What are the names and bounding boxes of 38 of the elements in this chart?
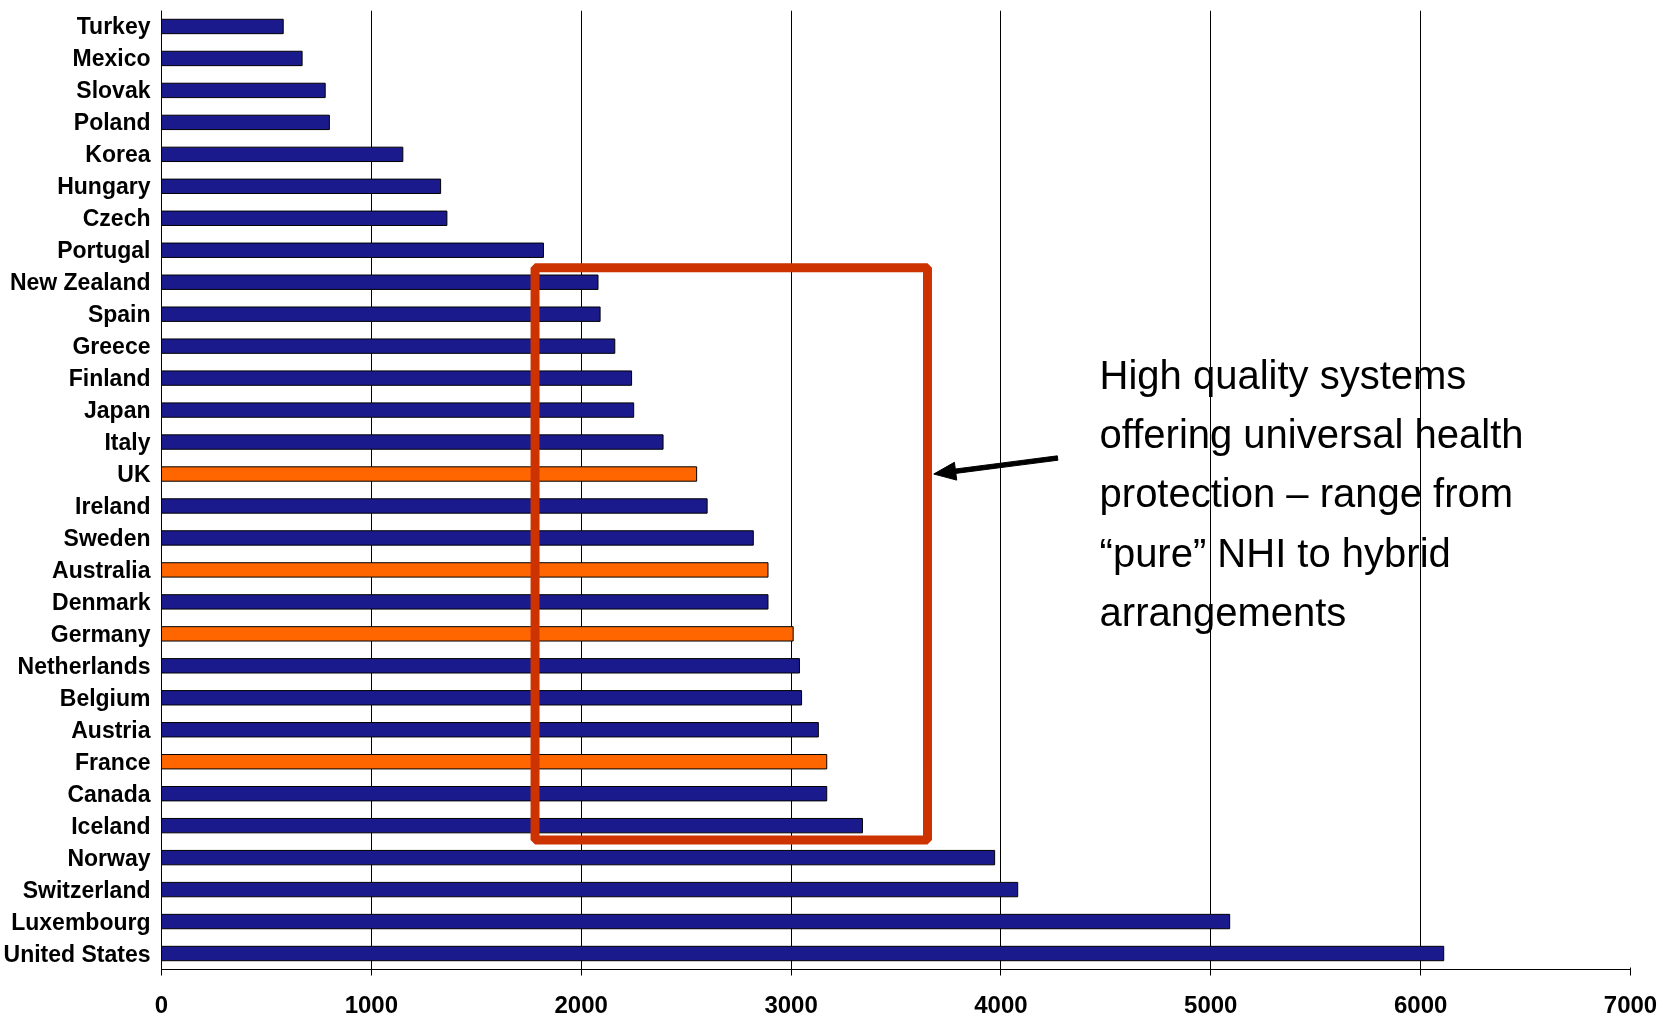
y-tick-label: Hungary [57,173,151,200]
y-tick-label: Switzerland [22,876,151,903]
y-tick-label: Italy [104,429,151,456]
y-tick-label: Korea [85,141,151,168]
y-tick-label: Luxembourg [11,908,151,935]
y-tick-label: Turkey [76,13,151,40]
y-tick-label: Czech [82,205,151,232]
x-tick-label: 5000 [1184,990,1238,1018]
y-tick-label: Germany [50,620,151,647]
y-tick-label: Slovak [76,77,151,104]
y-tick-label: Greece [72,333,151,360]
x-tick-label: 3000 [764,990,818,1018]
x-tick-label: 6000 [1393,990,1448,1018]
x-tick-label: 1000 [344,990,399,1018]
y-tick-label: France [75,748,151,775]
y-tick-label: Japan [84,397,151,424]
y-tick-label: Canada [67,780,151,807]
y-tick-label: Finland [68,365,151,392]
y-tick-label: Mexico [72,45,151,72]
y-tick-label: Denmark [52,588,151,615]
y-tick-label: Spain [87,301,151,328]
x-tick-label: 2000 [554,990,608,1018]
x-tick-label: 7000 [1603,990,1658,1018]
y-tick-label: Portugal [57,237,151,264]
x-tick-label: 4000 [974,990,1028,1018]
y-tick-label: UK [117,461,151,488]
x-tick-label: 0 [154,990,169,1018]
y-tick-label: Austria [71,716,151,743]
y-tick-label: New Zealand [9,269,151,296]
y-tick-label: Netherlands [17,652,151,679]
y-tick-label: Australia [52,556,151,583]
y-tick-label: Norway [67,844,151,871]
y-tick-label: Ireland [75,492,151,519]
y-tick-label: Poland [73,109,151,136]
y-tick-label: Belgium [59,684,151,711]
y-tick-label: Iceland [71,812,151,839]
y-tick-label: United States [3,940,151,967]
y-tick-label: Sweden [63,524,151,551]
